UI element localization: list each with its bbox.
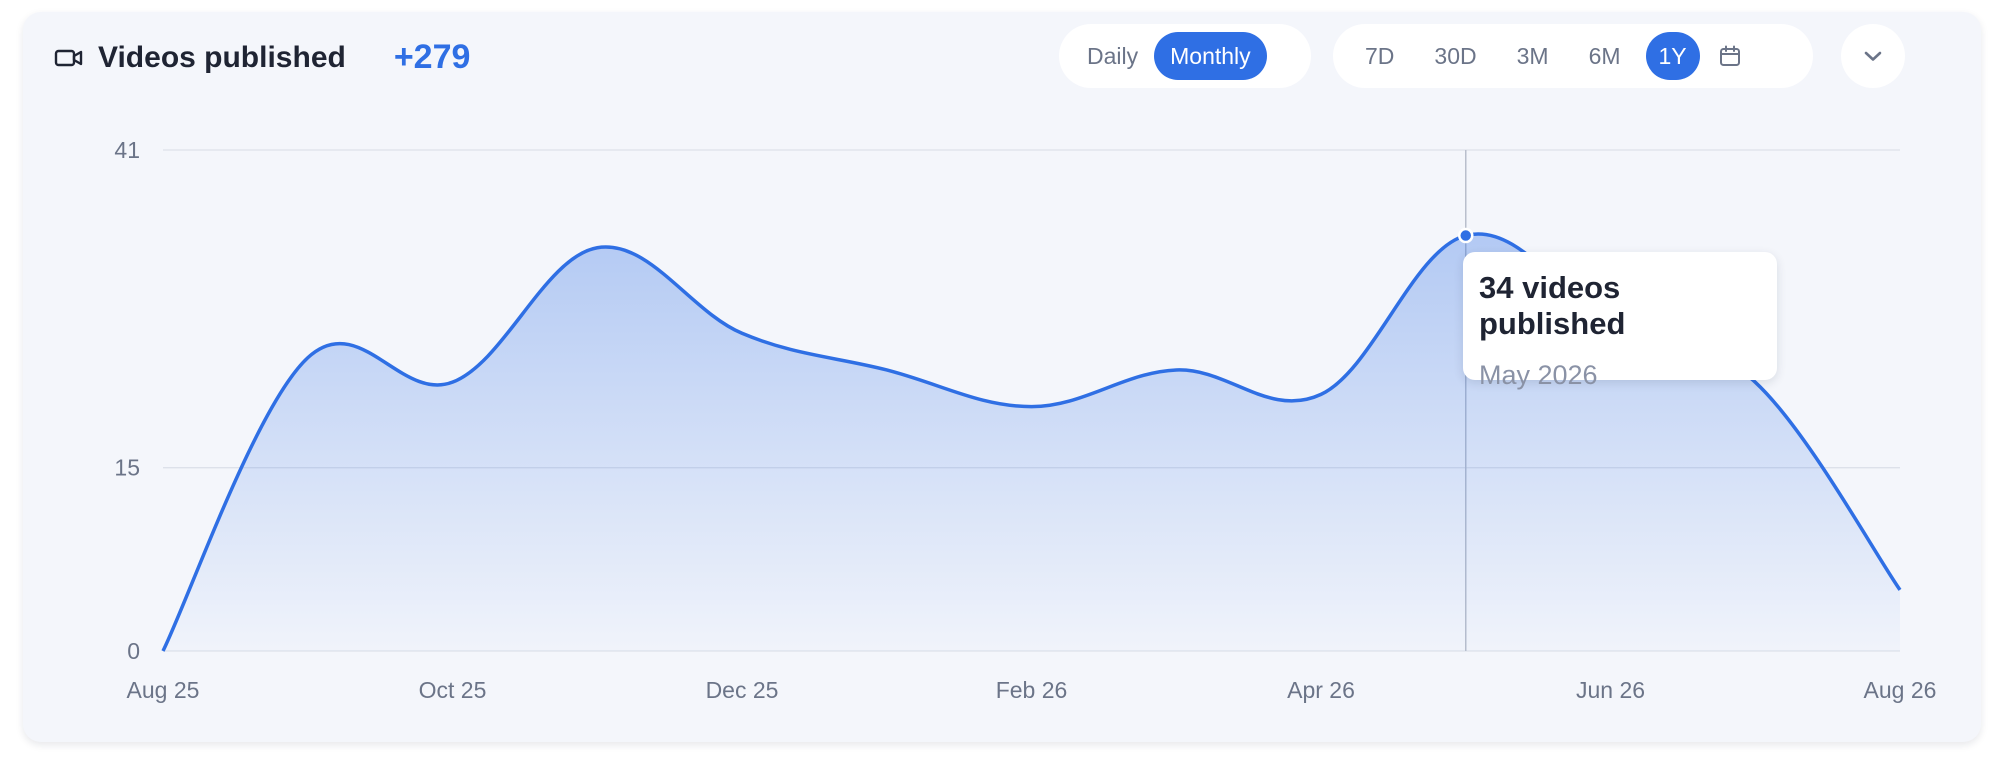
highlight-point[interactable] xyxy=(1458,227,1474,244)
x-tick-label: Jun 26 xyxy=(1576,677,1645,703)
range-1y-button[interactable]: 1Y xyxy=(1645,32,1700,80)
period-toggle: Daily Monthly xyxy=(1059,24,1311,88)
tooltip-date: May 2026 xyxy=(1479,360,1598,390)
video-camera-icon xyxy=(54,47,84,69)
total-count: +279 xyxy=(393,38,471,76)
data-point[interactable] xyxy=(593,244,601,252)
daily-button[interactable]: Daily xyxy=(1087,43,1139,69)
data-point[interactable] xyxy=(1172,366,1180,374)
range-6m-button[interactable]: 6M xyxy=(1588,43,1621,69)
data-point[interactable] xyxy=(159,647,167,655)
data-point[interactable] xyxy=(738,329,746,337)
monthly-button[interactable]: Monthly xyxy=(1154,32,1267,80)
chart-header: Videos published +279 xyxy=(54,38,470,77)
x-tick-label: Aug 26 xyxy=(1864,677,1937,703)
data-point[interactable] xyxy=(1896,586,1904,594)
data-point[interactable] xyxy=(1028,403,1036,411)
x-tick-label: Aug 25 xyxy=(127,677,200,703)
range-toggle: 7D 30D 3M 6M 1Y xyxy=(1333,24,1813,88)
tooltip-value: 34 videos published xyxy=(1479,270,1626,341)
y-tick-label: 15 xyxy=(114,455,140,481)
range-30d-button[interactable]: 30D xyxy=(1434,43,1477,69)
x-tick-label: Feb 26 xyxy=(996,677,1068,703)
range-3m-button[interactable]: 3M xyxy=(1516,43,1549,69)
calendar-icon[interactable] xyxy=(1719,45,1741,67)
range-7d-button[interactable]: 7D xyxy=(1365,43,1395,69)
data-point[interactable] xyxy=(1317,390,1325,398)
y-tick-label: 41 xyxy=(114,137,140,163)
options-dropdown-button[interactable] xyxy=(1841,24,1905,88)
x-tick-label: Oct 25 xyxy=(419,677,487,703)
data-point[interactable] xyxy=(883,366,891,374)
x-tick-label: Dec 25 xyxy=(706,677,779,703)
data-point[interactable] xyxy=(449,378,457,386)
chart-tooltip: 34 videos published May 2026 xyxy=(1463,252,1777,390)
data-point[interactable] xyxy=(304,354,312,362)
chevron-down-icon xyxy=(1864,51,1882,61)
y-tick-label: 0 xyxy=(127,638,140,664)
chart-title: Videos published xyxy=(98,40,346,74)
x-tick-label: Apr 26 xyxy=(1287,677,1355,703)
